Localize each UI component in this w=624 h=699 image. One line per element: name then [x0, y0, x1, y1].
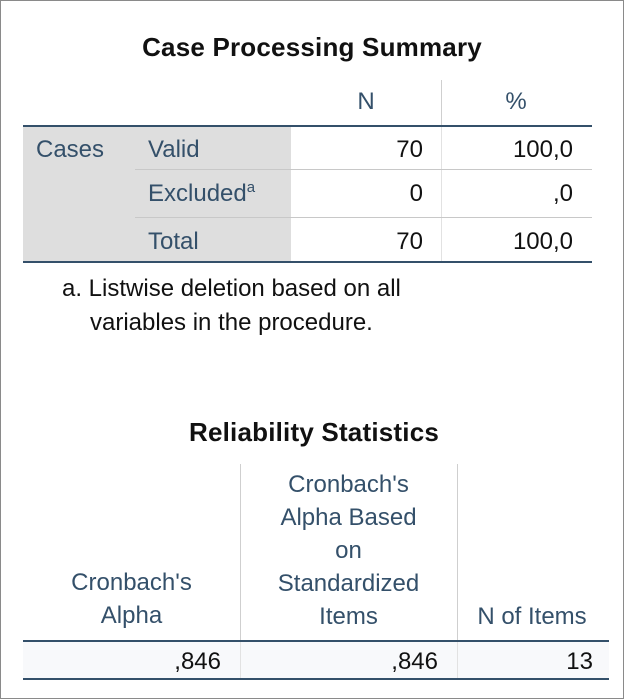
header-line: Alpha [100, 602, 163, 629]
group-label-cases: Cases [36, 136, 105, 163]
cell-valid-pct: 100,0 [512, 136, 573, 163]
cell-cronbach-alpha: ,846 [174, 648, 221, 675]
col-header-n-of-items: N of Items [457, 600, 607, 633]
row-rule [135, 217, 592, 218]
header-rule [23, 125, 592, 127]
header-line: on [335, 537, 362, 564]
table-footnote: a. Listwise deletion based on all variab… [62, 272, 492, 340]
cell-total-n: 70 [396, 228, 423, 255]
header-line: Items [319, 603, 378, 630]
col-header-cronbach-alpha: Cronbach's Alpha [23, 566, 240, 632]
table-bottom-rule [23, 678, 609, 680]
col-header-alpha-standardized: Cronbach's Alpha Based on Standardized I… [240, 468, 457, 633]
col-divider [441, 126, 442, 262]
row-rule [135, 169, 592, 170]
cell-n-of-items: 13 [566, 648, 593, 675]
reliability-title: Reliability Statistics [188, 417, 440, 447]
footnote-line-1: a. Listwise deletion based on all [62, 275, 401, 302]
header-line: Alpha Based [280, 504, 417, 531]
header-divider [457, 464, 458, 641]
col-header-n: N [357, 88, 375, 115]
row-label-total: Total [148, 228, 199, 255]
case-processing-title: Case Processing Summary [142, 32, 482, 62]
cell-excluded-pct: ,0 [552, 180, 573, 207]
header-divider [240, 464, 241, 641]
header-line: Cronbach's [288, 471, 409, 498]
col-header-percent: % [505, 88, 527, 115]
table-bottom-rule [23, 261, 592, 263]
row-label-block [23, 126, 291, 262]
header-line: N of Items [477, 603, 587, 630]
footnote-marker: a [246, 179, 256, 196]
cell-excluded-n: 0 [409, 180, 423, 207]
header-line: Cronbach's [71, 569, 192, 596]
row-label-excluded: Excludeda [148, 180, 288, 208]
cell-total-pct: 100,0 [512, 228, 573, 255]
row-label-valid: Valid [148, 136, 200, 163]
header-line: Standardized [277, 570, 420, 597]
cell-alpha-standardized: ,846 [391, 648, 438, 675]
table-row [23, 642, 609, 678]
header-rule [23, 640, 609, 642]
header-divider [441, 80, 442, 126]
footnote-line-2: variables in the procedure. [90, 309, 373, 336]
col-divider [457, 642, 458, 678]
col-divider [240, 642, 241, 678]
cell-valid-n: 70 [396, 136, 423, 163]
excluded-text: Excluded [148, 180, 247, 207]
